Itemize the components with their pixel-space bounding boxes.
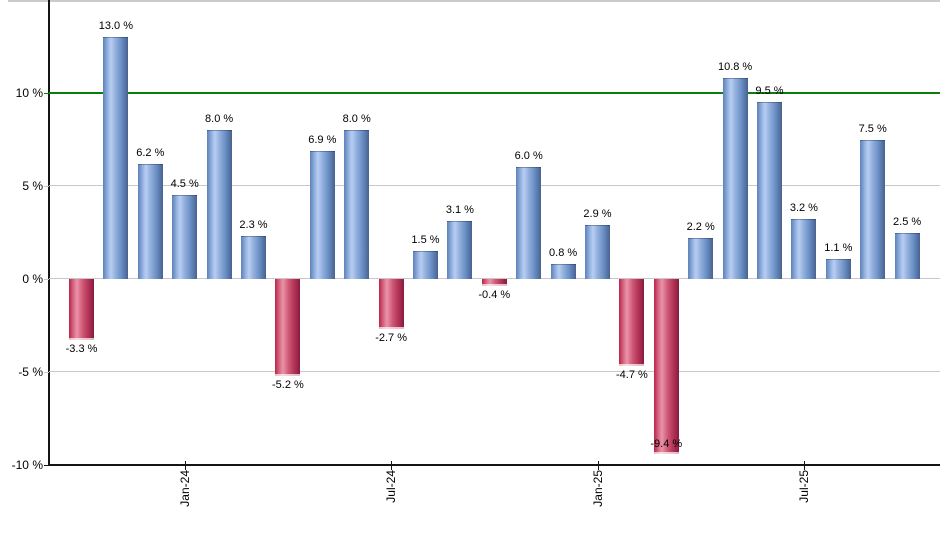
- bar-value-label: 1.1 %: [824, 241, 853, 254]
- bar-value-label: 13.0 %: [98, 20, 134, 33]
- x-axis-tick-mark: [391, 461, 393, 470]
- gridline: [49, 371, 940, 372]
- bar-value-label: 6.2 %: [136, 146, 165, 159]
- positive-bar: [550, 264, 576, 279]
- positive-bar: [172, 195, 198, 279]
- bar-value-label: -5.2 %: [271, 378, 304, 391]
- y-axis-tick-label: 10 %: [15, 86, 43, 100]
- y-axis-line: [48, 0, 50, 466]
- bar-value-label: 8.0 %: [342, 113, 371, 126]
- y-axis-tick-label: -10 %: [11, 458, 43, 472]
- y-axis-tick-label: 0 %: [22, 272, 43, 286]
- bar-value-label: 1.5 %: [411, 234, 440, 247]
- y-axis-tick-mark: [44, 186, 49, 187]
- x-axis-tick-label: Jan-24: [177, 470, 192, 507]
- bar-value-label: -0.4 %: [478, 289, 511, 302]
- reference-line: [49, 92, 940, 94]
- positive-bar: [722, 78, 748, 279]
- negative-bar: [275, 279, 301, 376]
- bar-value-label: 3.2 %: [789, 202, 818, 215]
- x-axis-line: [48, 464, 940, 466]
- bar-value-label: -2.7 %: [375, 332, 407, 345]
- plot-area: -3.3 % 13.0 % 6.2 % 4.5 % 8.0 % 2.3 % -5.2 % 6.…: [49, 0, 940, 465]
- bar-value-label: 0.8 %: [549, 247, 578, 260]
- positive-bar: [241, 236, 266, 279]
- x-axis-tick-mark: [803, 461, 805, 470]
- bar-value-label: 7.5 %: [858, 122, 887, 135]
- bar-value-label: 3.1 %: [445, 204, 474, 217]
- bar-value-label: -9.4 %: [650, 437, 683, 450]
- x-axis-tick-label: Jul-25: [796, 470, 811, 503]
- bar-value-label: -3.3 %: [65, 343, 98, 356]
- positive-bar: [447, 221, 473, 279]
- y-axis-tick-label: 5 %: [22, 179, 43, 193]
- gridline: [49, 185, 940, 186]
- positive-bar: [894, 232, 920, 279]
- bar-value-label: 6.0 %: [514, 150, 543, 163]
- positive-bar: [825, 258, 851, 279]
- y-axis-tick-mark: [44, 372, 49, 373]
- positive-bar: [206, 130, 232, 279]
- bar-value-label: -4.7 %: [615, 369, 648, 382]
- bar-value-label: 2.9 %: [583, 208, 612, 221]
- bar-value-label: 10.8 %: [717, 61, 753, 74]
- y-axis-tick-mark: [44, 93, 49, 94]
- bar-value-label: 6.9 %: [308, 133, 337, 146]
- negative-bar: [653, 279, 679, 454]
- bar-value-label: 9.5 %: [755, 85, 784, 98]
- positive-bar: [309, 150, 335, 279]
- x-axis-tick-label: Jul-24: [384, 470, 399, 503]
- positive-bar: [791, 219, 817, 279]
- x-axis-tick-label: Jan-25: [590, 470, 605, 507]
- x-axis-tick-mark: [184, 461, 186, 470]
- positive-bar: [860, 139, 886, 279]
- y-axis-tick-mark: [44, 465, 49, 466]
- bar-value-label: 2.5 %: [893, 215, 922, 228]
- positive-bar: [516, 167, 542, 279]
- positive-bar: [103, 37, 129, 279]
- positive-bar: [688, 238, 714, 279]
- negative-bar: [378, 279, 404, 330]
- y-axis-tick-mark: [44, 279, 49, 280]
- chart-top-border: [8, 0, 940, 2]
- y-axis-tick-label: -5 %: [18, 365, 43, 379]
- bar-value-label: 2.2 %: [686, 221, 715, 234]
- gridline: [49, 278, 940, 279]
- positive-bar: [344, 130, 370, 279]
- positive-bar: [413, 251, 438, 279]
- bar-value-label: 2.3 %: [239, 219, 268, 232]
- x-axis-tick-mark: [597, 461, 599, 470]
- bar-value-label: 4.5 %: [170, 178, 199, 191]
- negative-bar: [69, 279, 94, 341]
- negative-bar: [481, 279, 507, 287]
- positive-bar: [585, 225, 610, 279]
- negative-bar: [619, 279, 645, 367]
- positive-bar: [137, 163, 163, 279]
- positive-bar: [757, 102, 782, 279]
- bar-value-label: 8.0 %: [205, 113, 234, 126]
